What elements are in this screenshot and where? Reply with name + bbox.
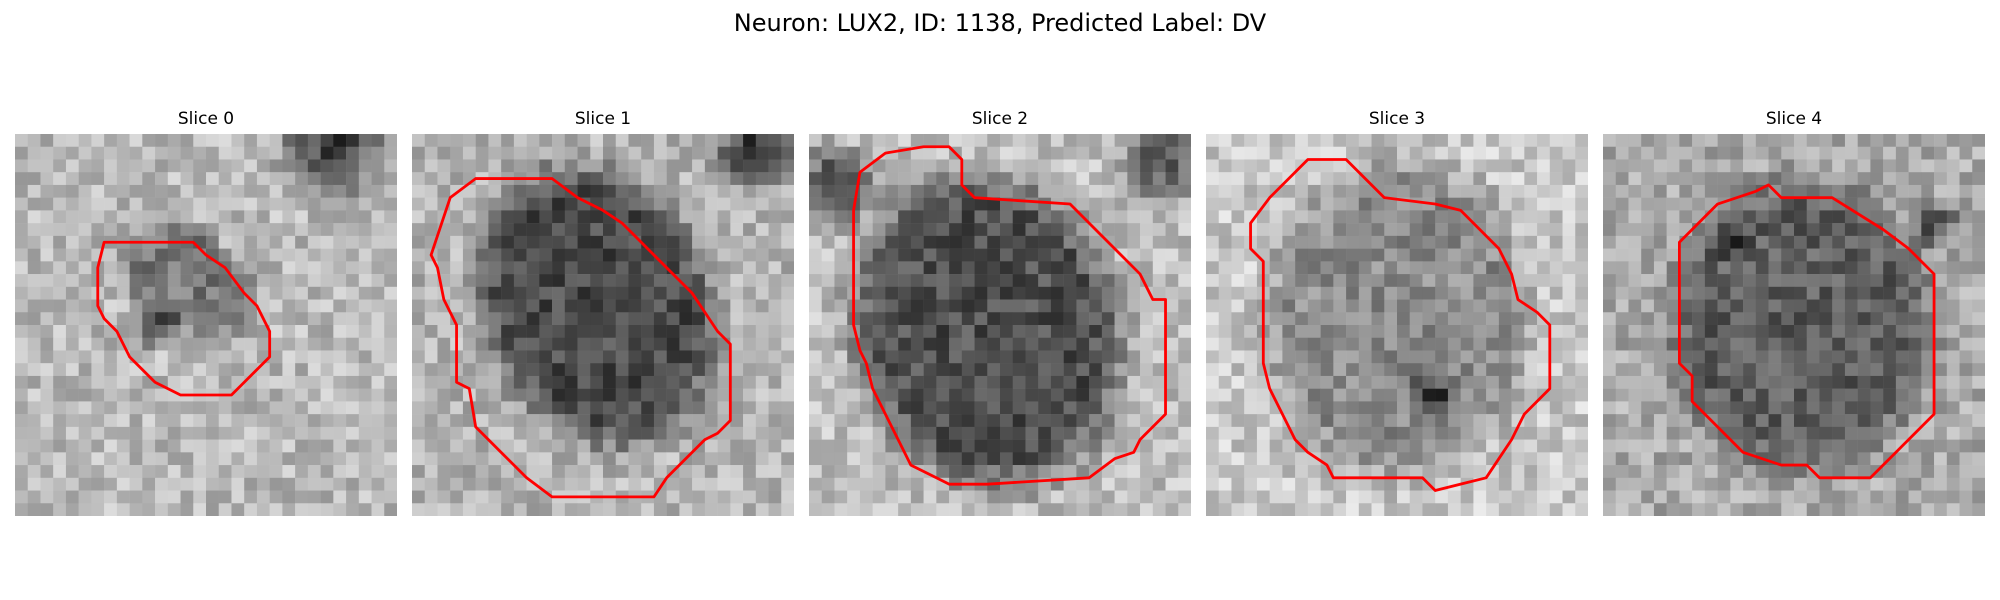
slice-image-2 <box>809 134 1191 516</box>
cell-contour <box>852 145 1167 486</box>
cell-contour <box>1249 158 1552 492</box>
cell-contour <box>429 177 732 499</box>
slice-image-4 <box>1603 134 1985 516</box>
slice-panel-0: Slice 0 <box>15 108 397 518</box>
slice-title: Slice 0 <box>177 109 235 129</box>
slice-title: Slice 2 <box>971 109 1029 129</box>
cell-contour <box>1677 183 1936 480</box>
slice-panel-3: Slice 3 <box>1206 108 1588 518</box>
slice-title: Slice 1 <box>574 109 632 129</box>
cell-contour <box>96 240 272 397</box>
slice-panel-1: Slice 1 <box>412 108 794 518</box>
slice-image-3 <box>1206 134 1588 516</box>
slice-panel-4: Slice 4 <box>1603 108 1985 518</box>
slice-image-1 <box>412 134 794 516</box>
slice-panel-2: Slice 2 <box>809 108 1191 518</box>
slice-panels: Slice 0 Slice 1 Slice 2 Slice 3 Slice 4 <box>15 108 1995 518</box>
slice-title: Slice 4 <box>1765 109 1823 129</box>
slice-title: Slice 3 <box>1368 109 1426 129</box>
slice-image-0 <box>15 134 397 516</box>
figure-title: Neuron: LUX2, ID: 1138, Predicted Label:… <box>733 9 1267 37</box>
